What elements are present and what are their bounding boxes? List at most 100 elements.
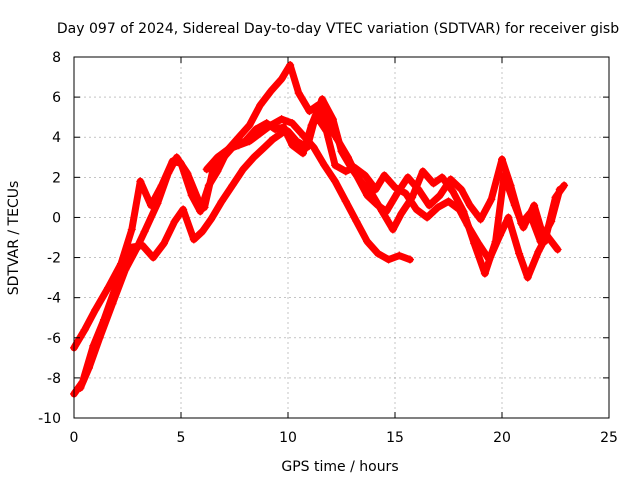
y-tick-label: -4 (47, 291, 61, 307)
data-point (487, 195, 496, 204)
data-point (78, 377, 87, 386)
data-point (224, 145, 233, 154)
x-tick-label: 0 (70, 430, 79, 446)
data-point (104, 283, 113, 292)
data-point (553, 245, 562, 254)
data-point (206, 215, 215, 224)
data-point (438, 173, 447, 182)
series-track-3 (70, 111, 562, 398)
y-tick-label: 4 (52, 130, 61, 146)
data-point (391, 183, 399, 192)
data-point (523, 273, 532, 282)
data-point (480, 269, 489, 278)
data-point (149, 253, 158, 262)
y-tick-label: -6 (47, 331, 61, 347)
data-point (277, 75, 286, 84)
data-point (194, 195, 203, 204)
data-point (239, 165, 248, 174)
data-point (159, 239, 168, 248)
data-point (213, 153, 222, 162)
y-tick-label: 0 (52, 210, 61, 226)
data-point (560, 181, 569, 190)
data-point (234, 141, 243, 150)
axis-ticks: 0 5 10 15 20 25 -10 -8 -6 -4 -2 0 2 4 6 8 (38, 50, 618, 446)
data-point (412, 205, 421, 214)
data-series (70, 61, 569, 398)
y-axis-title: SDTVAR / TECUs (6, 181, 22, 296)
data-point (331, 161, 340, 170)
data-point (125, 243, 134, 252)
data-point (378, 207, 387, 216)
y-tick-label: -2 (47, 251, 61, 267)
data-point (183, 169, 192, 178)
data-point (510, 201, 519, 210)
data-point (99, 315, 108, 324)
y-tick-label: -10 (38, 411, 61, 427)
data-point (202, 165, 211, 174)
data-point (476, 215, 485, 224)
data-point (277, 129, 286, 138)
data-point (485, 255, 494, 264)
data-point (138, 241, 147, 250)
data-point (388, 225, 397, 234)
data-point (363, 237, 372, 246)
data-point (380, 171, 389, 180)
data-point (474, 239, 483, 248)
data-point (217, 197, 226, 206)
data-point (500, 171, 509, 180)
data-point (498, 155, 506, 164)
data-point (245, 121, 254, 130)
data-point (337, 147, 346, 156)
x-tick-label: 25 (600, 430, 618, 446)
data-point (284, 127, 292, 136)
data-point (397, 209, 406, 218)
y-tick-label: 2 (52, 170, 61, 186)
data-point (444, 197, 453, 206)
data-point (196, 207, 205, 216)
y-tick-label: 8 (52, 50, 61, 66)
data-point (251, 125, 260, 134)
data-point (361, 171, 370, 180)
data-point (294, 89, 303, 98)
data-point (320, 161, 329, 170)
series-line (203, 115, 414, 264)
data-point (331, 177, 340, 186)
data-point (298, 149, 307, 158)
data-point (249, 153, 258, 162)
data-point (373, 249, 382, 258)
data-point (80, 325, 89, 334)
data-point (395, 251, 404, 260)
data-point (367, 189, 376, 198)
data-point (288, 119, 297, 128)
data-point (318, 95, 327, 104)
data-point (425, 201, 434, 210)
data-point (292, 137, 301, 146)
data-point (403, 173, 412, 182)
data-point (309, 143, 318, 152)
data-point (401, 189, 410, 198)
data-point (433, 203, 442, 212)
data-point (298, 131, 307, 140)
data-point (530, 201, 539, 210)
grid (74, 57, 609, 418)
data-point (435, 191, 444, 200)
series-line (76, 95, 568, 392)
data-point (305, 107, 314, 116)
x-tick-label: 20 (493, 430, 511, 446)
data-point (418, 167, 427, 176)
data-point (228, 181, 237, 190)
data-point (189, 235, 198, 244)
x-tick-label: 10 (279, 430, 297, 446)
data-point (350, 163, 359, 172)
data-point (371, 185, 380, 194)
x-axis-title: GPS time / hours (281, 459, 398, 475)
data-point (179, 205, 188, 214)
data-point (198, 227, 207, 236)
data-point (269, 135, 278, 144)
data-point (266, 87, 275, 96)
data-point (153, 199, 162, 208)
y-tick-label: 6 (52, 90, 61, 106)
data-point (260, 143, 269, 152)
data-point (495, 231, 504, 240)
